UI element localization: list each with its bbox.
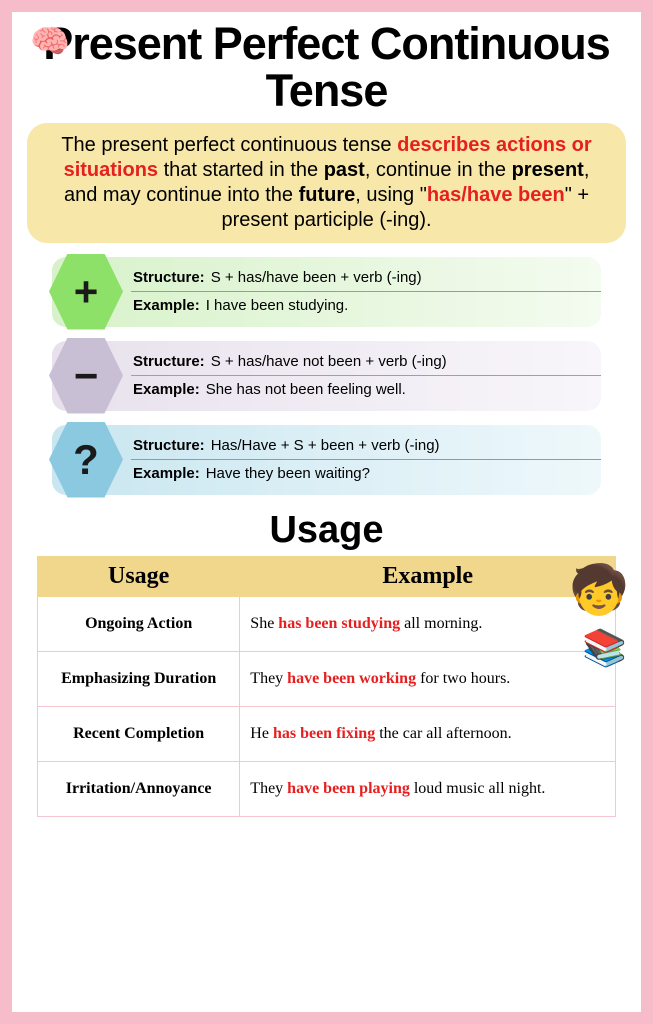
structure-label: Structure: bbox=[133, 269, 205, 286]
example-label: Example: bbox=[133, 465, 200, 482]
page-title: Present Perfect Continuous Tense bbox=[27, 20, 626, 115]
structure-symbol-hexagon: − bbox=[49, 338, 123, 414]
structure-line: Structure: Has/Have + S + been + verb (-i… bbox=[133, 434, 601, 457]
structure-divider bbox=[131, 291, 601, 292]
example-cell: They have been playing loud music all ni… bbox=[240, 761, 616, 816]
example-label: Example: bbox=[133, 297, 200, 314]
table-row: Ongoing ActionShe has been studying all … bbox=[38, 596, 616, 651]
usage-cell: Irritation/Annoyance bbox=[38, 761, 240, 816]
example-highlight: has been studying bbox=[278, 615, 400, 632]
structure-content: Structure: S + has/have been + verb (-ing… bbox=[123, 257, 601, 327]
example-line: Example: I have been studying. bbox=[133, 294, 601, 317]
example-post: all morning. bbox=[400, 615, 482, 632]
structure-row: + Structure: S + has/have been + verb (-in… bbox=[52, 257, 601, 327]
books-stack-icon: 📚 bbox=[582, 627, 627, 669]
example-pre: He bbox=[250, 725, 273, 742]
example-text: Have they been waiting? bbox=[206, 465, 370, 482]
header-usage: Usage bbox=[38, 556, 240, 596]
header-example: Example bbox=[240, 556, 616, 596]
desc-part: , using " bbox=[355, 184, 427, 206]
structure-content: Structure: Has/Have + S + been + verb (-i… bbox=[123, 425, 601, 495]
desc-part: The present perfect continuous tense bbox=[61, 134, 397, 156]
usage-cell: Ongoing Action bbox=[38, 596, 240, 651]
structure-divider bbox=[131, 459, 601, 460]
description-box: The present perfect continuous tense des… bbox=[27, 123, 626, 243]
structure-symbol-hexagon: ? bbox=[49, 422, 123, 498]
structure-line: Structure: S + has/have been + verb (-ing… bbox=[133, 266, 601, 289]
structure-label: Structure: bbox=[133, 353, 205, 370]
example-post: for two hours. bbox=[416, 670, 510, 687]
usage-cell: Recent Completion bbox=[38, 706, 240, 761]
table-row: Irritation/AnnoyanceThey have been playi… bbox=[38, 761, 616, 816]
desc-part: future bbox=[299, 184, 356, 206]
example-highlight: has been fixing bbox=[273, 725, 375, 742]
table-header-row: Usage Example bbox=[38, 556, 616, 596]
child-reading-icon: 🧒 bbox=[569, 567, 629, 615]
desc-part: past bbox=[324, 159, 365, 181]
example-text: She has not been feeling well. bbox=[206, 381, 406, 398]
example-highlight: have been playing bbox=[287, 780, 410, 797]
desc-part: has/have been bbox=[427, 184, 565, 206]
example-highlight: have been working bbox=[287, 670, 416, 687]
usage-table: Usage Example Ongoing ActionShe has been… bbox=[37, 556, 616, 817]
example-pre: She bbox=[250, 615, 278, 632]
example-line: Example: She has not been feeling well. bbox=[133, 378, 601, 401]
structures-section: + Structure: S + has/have been + verb (-in… bbox=[27, 257, 626, 495]
structure-text: S + has/have been + verb (-ing) bbox=[211, 269, 422, 286]
page-container: 🧠 Present Perfect Continuous Tense The p… bbox=[12, 12, 641, 1012]
structure-label: Structure: bbox=[133, 437, 205, 454]
structure-divider bbox=[131, 375, 601, 376]
example-post: loud music all night. bbox=[410, 780, 546, 797]
example-pre: They bbox=[250, 780, 287, 797]
desc-part: that started in the bbox=[158, 159, 324, 181]
desc-part: , continue in the bbox=[365, 159, 512, 181]
example-line: Example: Have they been waiting? bbox=[133, 462, 601, 485]
usage-heading: Usage bbox=[27, 509, 626, 552]
table-row: Recent CompletionHe has been fixing the … bbox=[38, 706, 616, 761]
example-cell: She has been studying all morning. bbox=[240, 596, 616, 651]
brain-icon: 🧠 bbox=[30, 22, 70, 60]
structure-row: −Structure: S + has/have not been + verb … bbox=[52, 341, 601, 411]
usage-cell: Emphasizing Duration bbox=[38, 651, 240, 706]
example-cell: They have been working for two hours. bbox=[240, 651, 616, 706]
structure-text: S + has/have not been + verb (-ing) bbox=[211, 353, 447, 370]
structure-row: ? Structure: Has/Have + S + been + verb (-… bbox=[52, 425, 601, 495]
table-row: Emphasizing DurationThey have been worki… bbox=[38, 651, 616, 706]
example-pre: They bbox=[250, 670, 287, 687]
structure-content: Structure: S + has/have not been + verb (… bbox=[123, 341, 601, 411]
example-cell: He has been fixing the car all afternoon… bbox=[240, 706, 616, 761]
desc-part: present bbox=[512, 159, 584, 181]
structure-text: Has/Have + S + been + verb (-ing) bbox=[211, 437, 440, 454]
example-label: Example: bbox=[133, 381, 200, 398]
structure-line: Structure: S + has/have not been + verb (… bbox=[133, 350, 601, 373]
example-post: the car all afternoon. bbox=[375, 725, 511, 742]
structure-symbol-hexagon: + bbox=[49, 254, 123, 330]
example-text: I have been studying. bbox=[206, 297, 349, 314]
